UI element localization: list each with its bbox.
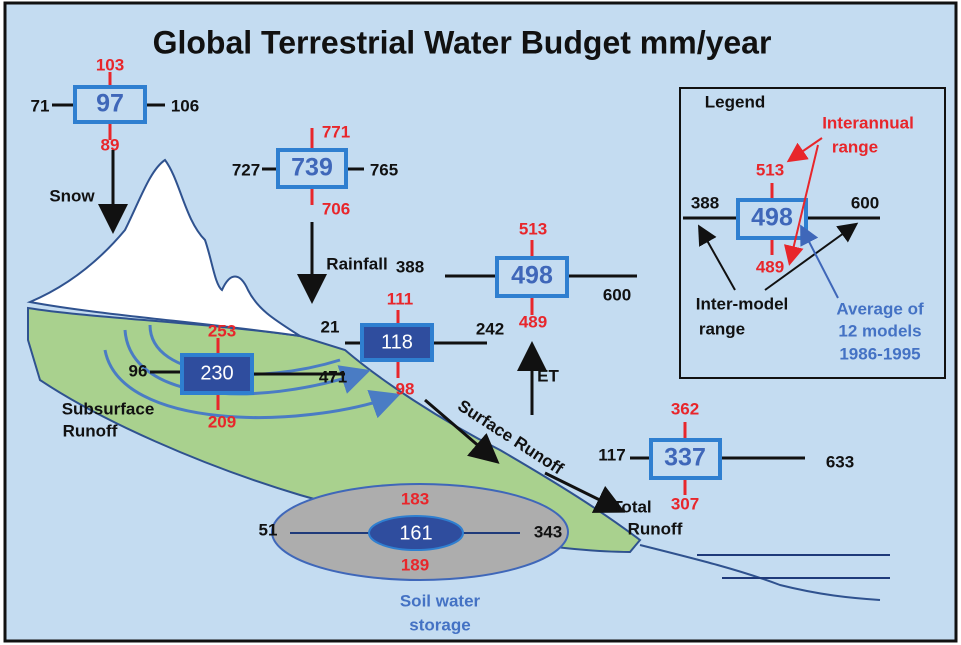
average: 1986-1995 [839,344,920,363]
label: ET [537,366,559,385]
upper: 362 [671,399,699,418]
max: 242 [476,319,504,338]
min: 51 [259,520,278,539]
title: Global Terrestrial Water Budget mm/year [153,24,772,60]
mean: 337 [664,444,706,472]
label: Runoff [628,519,683,538]
mean: 230 [200,362,233,384]
mean: 118 [381,331,413,353]
upper: 103 [96,55,124,74]
lower: 489 [519,312,547,331]
intermodel: range [699,319,745,338]
label: storage [409,615,470,634]
average: Average of [836,299,924,318]
label: Rainfall [326,254,387,273]
intermodel: Inter-model [696,294,789,313]
upper: 513 [519,219,547,238]
lower: 489 [756,257,784,276]
label: Soil water [400,591,481,610]
min: 117 [598,445,625,464]
lower: 89 [101,135,120,154]
lower: 209 [208,412,236,431]
max: 471 [319,367,347,386]
max: 600 [603,285,631,304]
label: Total [612,497,651,516]
min: 388 [691,193,719,212]
mean: 498 [511,262,553,290]
lower: 189 [401,555,429,574]
max: 600 [851,193,879,212]
label: Subsurface [62,399,155,418]
interannual: range [832,137,878,156]
mean: 739 [291,154,333,182]
upper: 253 [208,321,236,340]
min: 71 [31,96,50,115]
lower: 98 [396,379,415,398]
lower: 307 [671,494,699,513]
label: Snow [49,186,95,205]
upper: 111 [387,289,414,308]
label: Runoff [63,421,118,440]
mean: 161 [399,522,432,544]
max: 633 [826,452,854,471]
max: 106 [171,96,199,115]
min: 727 [232,160,260,179]
upper: 771 [322,122,350,141]
diagram: Global Terrestrial Water Budget mm/year … [0,0,961,645]
max: 343 [534,522,562,541]
lower: 706 [322,199,350,218]
mean: 498 [751,204,793,232]
mean: 97 [96,90,124,118]
upper: 513 [756,160,784,179]
min: 388 [396,257,424,276]
interannual: Interannual [822,113,914,132]
min: 21 [321,317,340,336]
legend-title: Legend [705,92,765,111]
min: 96 [129,361,148,380]
average: 12 models [838,321,921,340]
max: 765 [370,160,398,179]
upper: 183 [401,489,429,508]
